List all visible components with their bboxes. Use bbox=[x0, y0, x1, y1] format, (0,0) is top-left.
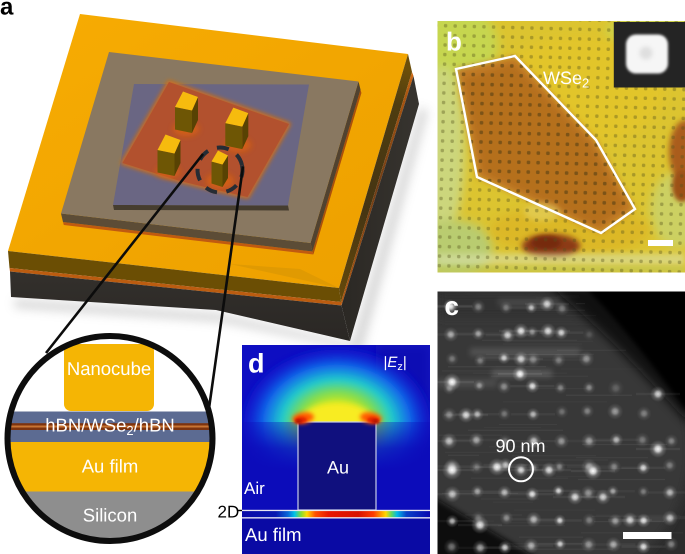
svg-text:2D: 2D bbox=[218, 503, 240, 522]
svg-text:Au: Au bbox=[327, 458, 349, 478]
svg-text:|Ez|: |Ez| bbox=[384, 354, 407, 373]
svg-text:c: c bbox=[445, 291, 459, 321]
svg-text:Nanocube: Nanocube bbox=[67, 358, 151, 379]
svg-text:d: d bbox=[248, 349, 265, 379]
svg-text:Au film: Au film bbox=[82, 456, 139, 477]
svg-text:Air: Air bbox=[244, 479, 265, 498]
svg-text:Silicon: Silicon bbox=[83, 505, 138, 526]
svg-text:b: b bbox=[446, 27, 462, 57]
svg-text:90 nm: 90 nm bbox=[496, 436, 546, 456]
svg-text:hBN/WSe2/hBN: hBN/WSe2/hBN bbox=[45, 415, 175, 439]
svg-text:a: a bbox=[0, 0, 14, 21]
svg-text:WSe2: WSe2 bbox=[543, 68, 589, 91]
svg-text:Au film: Au film bbox=[245, 524, 302, 545]
